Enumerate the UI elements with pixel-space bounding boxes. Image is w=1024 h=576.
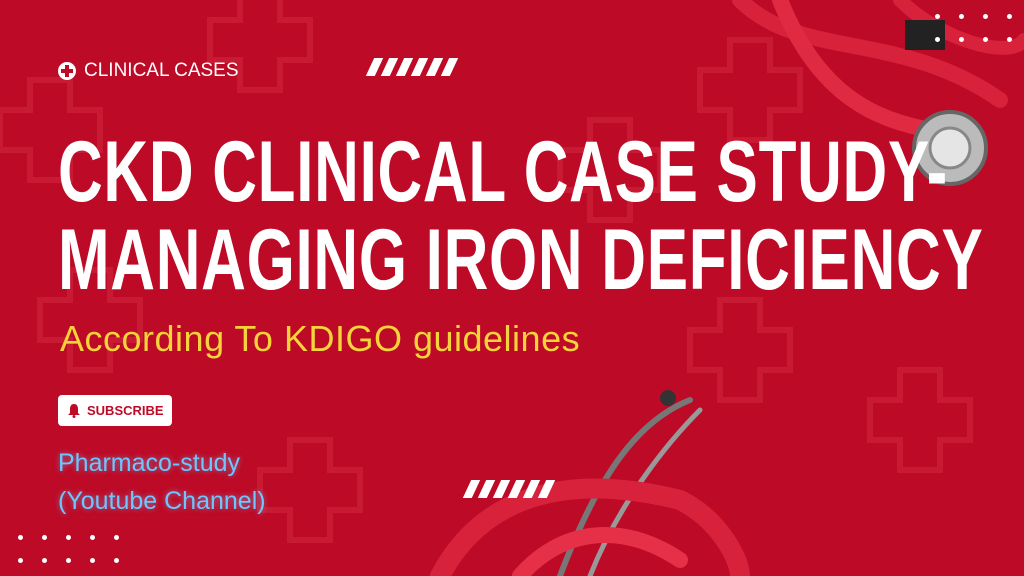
- medical-cross-icon: [58, 62, 76, 80]
- bell-icon: [68, 404, 80, 418]
- stripes-decor-top: [365, 58, 459, 76]
- channel-name: Pharmaco-study (Youtube Channel): [58, 444, 266, 520]
- stethoscope-top-image: [732, 0, 1024, 186]
- stethoscope-bottom-image: [430, 390, 750, 576]
- cross-pattern: [0, 0, 973, 543]
- page-title: CKD CLINICAL CASE STUDY- MANAGING IRON D…: [58, 128, 983, 304]
- subtitle: According To KDIGO guidelines: [60, 318, 581, 359]
- channel-line-2: (Youtube Channel): [58, 487, 266, 515]
- channel-line-1: Pharmaco-study: [58, 449, 241, 477]
- category-label: CLINICAL CASES: [84, 60, 239, 81]
- dots-decor-bottom: [18, 535, 119, 563]
- subscribe-label: SUBSCRIBE: [87, 403, 164, 418]
- subscribe-button[interactable]: SUBSCRIBE: [58, 395, 172, 426]
- stripes-decor-bottom: [462, 480, 556, 498]
- dots-decor-top: [935, 14, 1012, 42]
- category-tag: CLINICAL CASES: [58, 60, 239, 82]
- title-line-2: MANAGING IRON DEFICIENCY: [58, 212, 984, 308]
- title-line-1: CKD CLINICAL CASE STUDY-: [58, 124, 948, 220]
